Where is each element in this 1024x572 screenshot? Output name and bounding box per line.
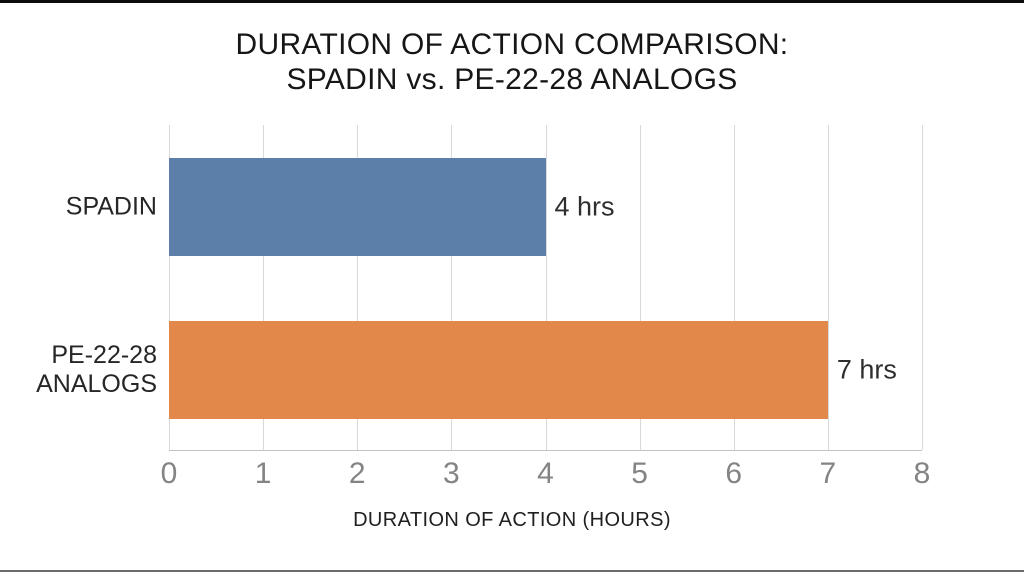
gridline-8 bbox=[922, 125, 923, 450]
gridline-0 bbox=[169, 125, 170, 450]
gridline-1 bbox=[263, 125, 265, 450]
chart-title-line-1: DURATION OF ACTION COMPARISON: bbox=[235, 28, 789, 61]
x-tick-label-1: 1 bbox=[254, 457, 272, 490]
x-tick-label-0: 0 bbox=[160, 457, 178, 490]
top-border bbox=[0, 0, 1024, 3]
bar-value-label-spadin: 4 hrs bbox=[554, 191, 615, 221]
gridline-6 bbox=[733, 125, 735, 450]
x-axis-title: DURATION OF ACTION (HOURS) bbox=[353, 509, 671, 531]
chart-title-line-2: SPADIN vs. PE-22-28 ANALOGS bbox=[286, 63, 738, 96]
x-tick-label-5: 5 bbox=[631, 457, 648, 490]
gridline-5 bbox=[639, 125, 641, 450]
gridline-3 bbox=[451, 125, 453, 450]
x-tick-label-7: 7 bbox=[819, 457, 837, 490]
x-tick-label-3: 3 bbox=[443, 457, 460, 490]
category-label-spadin: SPADIN bbox=[65, 192, 157, 220]
category-label-pe-22-28-analogs: PE-22-28 ANALOGS bbox=[36, 340, 157, 398]
x-tick-label-2: 2 bbox=[348, 457, 366, 490]
x-tick-label-6: 6 bbox=[725, 457, 743, 490]
bar-spadin bbox=[169, 157, 546, 256]
bar-value-label-pe-22-28-analogs: 7 hrs bbox=[836, 354, 897, 384]
chart-title: DURATION OF ACTION COMPARISON: SPADIN vs… bbox=[0, 27, 1024, 97]
bar-pe-22-28-analogs bbox=[169, 320, 828, 419]
plot-area: 4 hrs 7 hrs bbox=[169, 125, 923, 451]
bottom-border bbox=[0, 570, 1024, 572]
gridline-2 bbox=[357, 125, 359, 450]
gridline-4 bbox=[545, 125, 547, 450]
x-tick-label-4: 4 bbox=[537, 457, 554, 490]
x-tick-label-8: 8 bbox=[913, 457, 931, 490]
gridline-7 bbox=[827, 125, 829, 450]
